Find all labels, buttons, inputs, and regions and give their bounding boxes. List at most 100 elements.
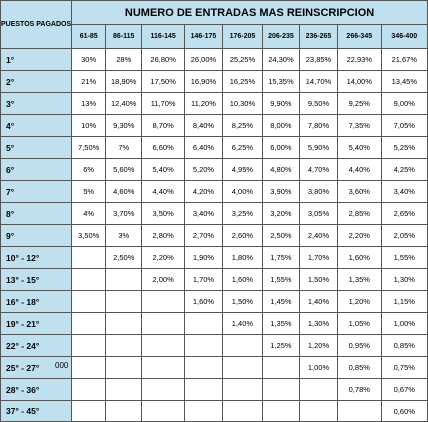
- percentage-cell: [105, 334, 143, 357]
- percentage-cell: 1,45%: [261, 290, 300, 313]
- percentage-cell: 3,50%: [71, 224, 107, 247]
- percentage-cell: 26,80%: [141, 48, 185, 71]
- percentage-cell: 0,78%: [337, 378, 382, 401]
- percentage-cell: 0,85%: [380, 334, 428, 357]
- percentage-cell: 2,60%: [221, 224, 263, 247]
- percentage-cell: 0,95%: [337, 334, 382, 357]
- table-row: 3° 13% 12,40% 11,70% 11,20% 10,30% 9,90% 9,50% 9…: [0, 92, 428, 115]
- percentage-cell: [71, 378, 107, 401]
- position-label: 5°: [0, 136, 73, 159]
- stray-text: 000: [55, 361, 69, 370]
- percentage-cell: [183, 378, 223, 401]
- percentage-cell: 8,25%: [221, 114, 263, 137]
- table-row: 13° - 15° 2,00% 1,70% 1,60% 1,55% 1,50% 1,35% 1…: [0, 268, 428, 291]
- position-label: 6°: [0, 158, 73, 181]
- percentage-cell: 10%: [71, 114, 107, 137]
- percentage-cell: 1,25%: [261, 334, 300, 357]
- percentage-cell: 2,40%: [298, 224, 339, 247]
- percentage-cell: 7,80%: [298, 114, 339, 137]
- percentage-cell: 5,25%: [380, 136, 428, 159]
- position-label: 10° - 12°: [0, 246, 73, 269]
- percentage-cell: 4%: [71, 202, 107, 225]
- percentage-cell: 13,45%: [380, 70, 428, 93]
- range-header-cell: 346-400: [380, 24, 428, 49]
- percentage-cell: 5,40%: [141, 158, 185, 181]
- percentage-cell: 10,30%: [221, 92, 263, 115]
- percentage-cell: [221, 356, 263, 379]
- percentage-cell: 1,20%: [298, 334, 339, 357]
- percentage-cell: 1,75%: [261, 246, 300, 269]
- percentage-cell: 7,35%: [337, 114, 382, 137]
- table-row: 10° - 12° 2,50% 2,20% 1,90% 1,80% 1,75% 1,70% 1…: [0, 246, 428, 269]
- percentage-cell: 1,90%: [183, 246, 223, 269]
- percentage-cell: [261, 356, 300, 379]
- percentage-cell: 9,90%: [261, 92, 300, 115]
- percentage-cell: 5,90%: [298, 136, 339, 159]
- percentage-cell: 1,60%: [183, 290, 223, 313]
- percentage-cell: 2,05%: [380, 224, 428, 247]
- percentage-cell: 5,40%: [337, 136, 382, 159]
- percentage-cell: [183, 356, 223, 379]
- percentage-cell: 0,67%: [380, 378, 428, 401]
- percentage-cell: [105, 312, 143, 335]
- percentage-cell: 8,00%: [261, 114, 300, 137]
- percentage-cell: [71, 334, 107, 357]
- percentage-cell: 7,05%: [380, 114, 428, 137]
- position-label: 4°: [0, 114, 73, 137]
- table-row: 8° 4% 3,70% 3,50% 3,40% 3,25% 3,20% 3,05% 2,85% 2…: [0, 202, 428, 225]
- percentage-cell: [141, 290, 185, 313]
- percentage-cell: 7,50%: [71, 136, 107, 159]
- position-label: 22° - 24°: [0, 334, 73, 357]
- percentage-cell: [105, 268, 143, 291]
- percentage-cell: 12,40%: [105, 92, 143, 115]
- percentage-cell: 8,40%: [183, 114, 223, 137]
- percentage-cell: 1,80%: [221, 246, 263, 269]
- table-row: 19° - 21° 1,40% 1,35% 1,30% 1,05% 1,00%: [0, 312, 428, 335]
- percentage-cell: 5,60%: [105, 158, 143, 181]
- table-row: 6° 6% 5,60% 5,40% 5,20% 4,95% 4,80% 4,70% 4,40% 4…: [0, 158, 428, 181]
- percentage-cell: 26,00%: [183, 48, 223, 71]
- percentage-cell: 1,15%: [380, 290, 428, 313]
- percentage-cell: 2,20%: [337, 224, 382, 247]
- percentage-cell: 1,55%: [261, 268, 300, 291]
- percentage-cell: 2,70%: [183, 224, 223, 247]
- percentage-cell: 4,25%: [380, 158, 428, 181]
- percentage-cell: [105, 378, 143, 401]
- percentage-cell: 9,30%: [105, 114, 143, 137]
- percentage-cell: 1,70%: [298, 246, 339, 269]
- range-header-cell: 116-145: [141, 24, 185, 49]
- percentage-cell: 22,93%: [337, 48, 382, 71]
- percentage-cell: 3,50%: [141, 202, 185, 225]
- position-label: 7°: [0, 180, 73, 203]
- percentage-cell: 1,40%: [298, 290, 339, 313]
- range-header-cell: 61-85: [71, 24, 107, 49]
- percentage-cell: 8,70%: [141, 114, 185, 137]
- percentage-cell: 14,70%: [298, 70, 339, 93]
- percentage-cell: 4,80%: [261, 158, 300, 181]
- percentage-cell: [71, 312, 107, 335]
- position-label: 16° - 18°: [0, 290, 73, 313]
- percentage-cell: 18,90%: [105, 70, 143, 93]
- percentage-cell: [71, 246, 107, 269]
- percentage-cell: 1,50%: [221, 290, 263, 313]
- percentage-cell: 23,85%: [298, 48, 339, 71]
- percentage-cell: 1,00%: [380, 312, 428, 335]
- position-label: 9°: [0, 224, 73, 247]
- position-label: 19° - 21°: [0, 312, 73, 335]
- percentage-cell: 9,50%: [298, 92, 339, 115]
- table-row: 4° 10% 9,30% 8,70% 8,40% 8,25% 8,00% 7,80% 7,35%…: [0, 114, 428, 137]
- percentage-cell: 4,40%: [141, 180, 185, 203]
- table-row: 9° 3,50% 3% 2,80% 2,70% 2,60% 2,50% 2,40% 2,20% 2…: [0, 224, 428, 247]
- table-row: 1° 30% 28% 26,80% 26,00% 25,25% 24,30% 23,85% 22…: [0, 48, 428, 71]
- percentage-cell: 11,70%: [141, 92, 185, 115]
- percentage-cell: 9,00%: [380, 92, 428, 115]
- percentage-cell: [71, 290, 107, 313]
- position-label: 25° - 27°: [0, 356, 73, 379]
- table-row: 25° - 27° 1,00% 0,85% 0,75%: [0, 356, 428, 379]
- range-header-cell: 206-235: [261, 24, 300, 49]
- percentage-cell: 15,35%: [261, 70, 300, 93]
- position-label: 28° - 36°: [0, 378, 73, 401]
- percentage-cell: 2,00%: [141, 268, 185, 291]
